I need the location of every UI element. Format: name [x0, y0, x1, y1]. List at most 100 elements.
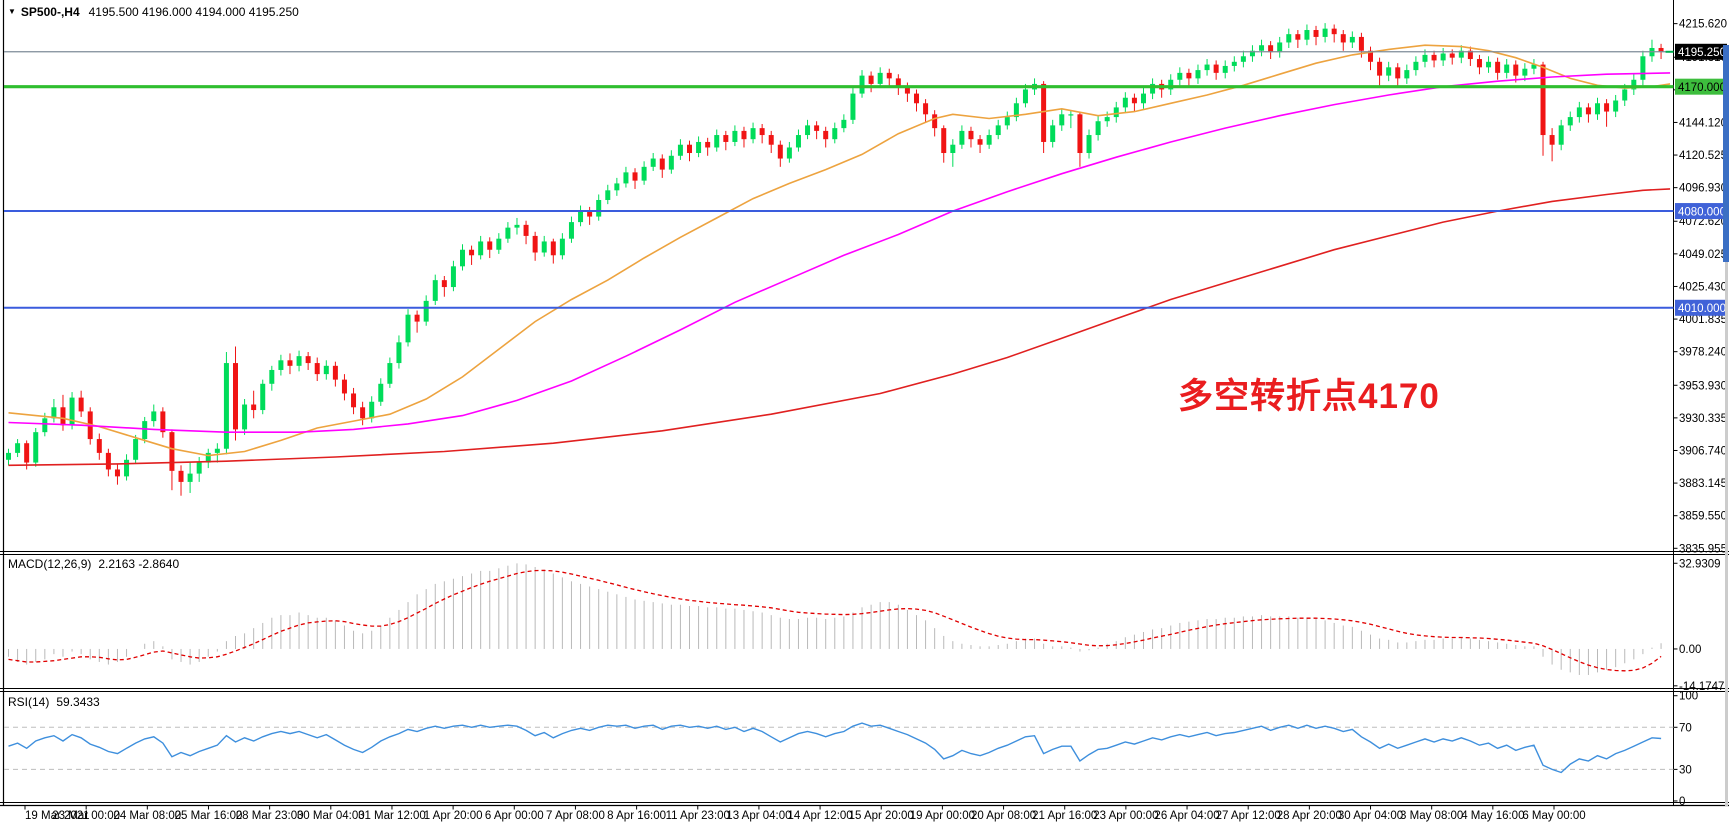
- candle-down: [1313, 30, 1319, 37]
- candle-down: [741, 130, 747, 140]
- candle-up: [1231, 61, 1237, 66]
- candle-up: [205, 452, 211, 463]
- candle-down: [977, 139, 983, 145]
- candle-down: [78, 397, 84, 412]
- candle-up: [1322, 28, 1328, 37]
- candle-up: [396, 342, 402, 364]
- candle-down: [823, 130, 829, 140]
- scrollbar-thumb[interactable]: [1723, 45, 1729, 262]
- svg-text:21 Apr 16:00: 21 Apr 16:00: [1032, 810, 1097, 822]
- candle-up: [696, 141, 702, 154]
- candle-down: [1377, 61, 1383, 76]
- candle-down: [441, 280, 447, 288]
- candle-down: [1449, 53, 1455, 58]
- rsi-pane[interactable]: [4, 722, 1674, 774]
- svg-text:0.00: 0.00: [1679, 644, 1701, 656]
- candle-down: [1331, 28, 1337, 35]
- candle-up: [795, 135, 801, 148]
- svg-text:28 Mar 23:00: 28 Mar 23:00: [236, 810, 304, 822]
- candle-up: [478, 241, 484, 256]
- svg-text:1 Apr 20:00: 1 Apr 20:00: [424, 810, 483, 822]
- candle-up: [877, 72, 883, 84]
- candle-up: [677, 144, 683, 156]
- candle-down: [923, 103, 929, 115]
- candle-down: [1658, 47, 1664, 52]
- candle-down: [314, 363, 320, 375]
- svg-text:4120.525: 4120.525: [1679, 150, 1727, 162]
- candle-up: [196, 462, 202, 474]
- candle-up: [15, 443, 21, 453]
- candle-down: [914, 93, 919, 104]
- candle-up: [405, 314, 411, 343]
- rsi-line: [8, 722, 1662, 774]
- candle-down: [723, 135, 729, 142]
- svg-text:3906.740: 3906.740: [1679, 445, 1727, 457]
- candle-up: [1631, 79, 1637, 90]
- candle-up: [1277, 42, 1283, 53]
- svg-text:23 Mar 00:00: 23 Mar 00:00: [52, 810, 120, 822]
- svg-text:100: 100: [1679, 691, 1698, 703]
- candle-up: [1004, 117, 1010, 126]
- price-levels[interactable]: [4, 51, 1674, 309]
- candle-up: [133, 439, 139, 460]
- svg-text:4010.000: 4010.000: [1678, 303, 1726, 315]
- candle-down: [332, 365, 338, 380]
- macd-pane[interactable]: [8, 563, 1662, 675]
- candle-up: [1168, 79, 1174, 90]
- candle-up: [269, 369, 275, 384]
- candle-down: [895, 78, 901, 87]
- candle-down: [1186, 72, 1192, 79]
- candle-up: [850, 93, 856, 120]
- ma-mid-line: [8, 72, 1671, 434]
- candle-up: [142, 421, 148, 440]
- svg-text:4215.620: 4215.620: [1679, 19, 1727, 31]
- candle-up: [623, 172, 629, 184]
- candle-down: [1585, 107, 1591, 115]
- candle-up: [1141, 93, 1146, 104]
- svg-text:4096.930: 4096.930: [1679, 183, 1727, 195]
- svg-text:3883.145: 3883.145: [1679, 478, 1727, 490]
- macd-indicator-label: MACD(12,26,9) 2.2163 -2.8640: [8, 557, 179, 571]
- svg-text:4072.620: 4072.620: [1679, 216, 1727, 228]
- svg-text:30: 30: [1679, 764, 1692, 776]
- current-price-line-badge: [1675, 43, 1727, 60]
- svg-text:70: 70: [1679, 722, 1692, 734]
- svg-text:0: 0: [1679, 796, 1685, 808]
- ohlc-readout: 4195.500 4196.000 4194.000 4195.250: [88, 5, 299, 19]
- candle-up: [1522, 68, 1528, 76]
- candle-down: [1476, 59, 1482, 68]
- symbol-timeframe-label: SP500-,H4: [20, 5, 80, 19]
- candle-up: [605, 190, 611, 200]
- svg-text:4025.430: 4025.430: [1679, 281, 1727, 293]
- svg-text:3978.240: 3978.240: [1679, 347, 1727, 359]
- ma-slow-line: [8, 188, 1671, 467]
- svg-text:13 Apr 04:00: 13 Apr 04:00: [726, 810, 791, 822]
- ma-fast: [8, 44, 1671, 457]
- candle-down: [1513, 64, 1519, 76]
- candle-down: [1041, 83, 1047, 142]
- candle-up: [505, 227, 511, 239]
- window-scrollbar[interactable]: [1723, 45, 1729, 806]
- candle-up: [841, 119, 847, 129]
- candles-layer[interactable]: [6, 23, 1664, 496]
- candle-up: [369, 401, 375, 419]
- candle-down: [532, 235, 538, 253]
- candle-down: [1395, 67, 1401, 79]
- candle-down: [759, 128, 765, 136]
- svg-text:26 Apr 04:00: 26 Apr 04:00: [1154, 810, 1219, 822]
- svg-text:4195.250: 4195.250: [1678, 47, 1726, 59]
- candle-up: [460, 249, 465, 267]
- symbol-dropdown-icon[interactable]: ▼: [8, 7, 16, 16]
- candle-down: [96, 439, 102, 453]
- svg-text:30 Apr 04:00: 30 Apr 04:00: [1338, 810, 1403, 822]
- svg-text:7 Apr 08:00: 7 Apr 08:00: [546, 810, 605, 822]
- candle-up: [1413, 61, 1419, 71]
- candle-up: [832, 128, 838, 140]
- svg-text:3930.335: 3930.335: [1679, 413, 1727, 425]
- candle-up: [1086, 135, 1092, 154]
- svg-text:24 Mar 08:00: 24 Mar 08:00: [113, 810, 181, 822]
- candle-up: [805, 125, 811, 136]
- candle-down: [1368, 50, 1373, 62]
- candle-up: [1177, 72, 1183, 80]
